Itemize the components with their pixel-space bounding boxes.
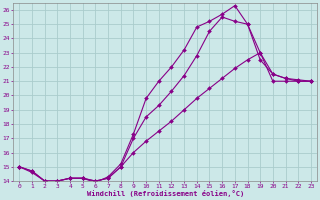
X-axis label: Windchill (Refroidissement éolien,°C): Windchill (Refroidissement éolien,°C) (86, 190, 244, 197)
